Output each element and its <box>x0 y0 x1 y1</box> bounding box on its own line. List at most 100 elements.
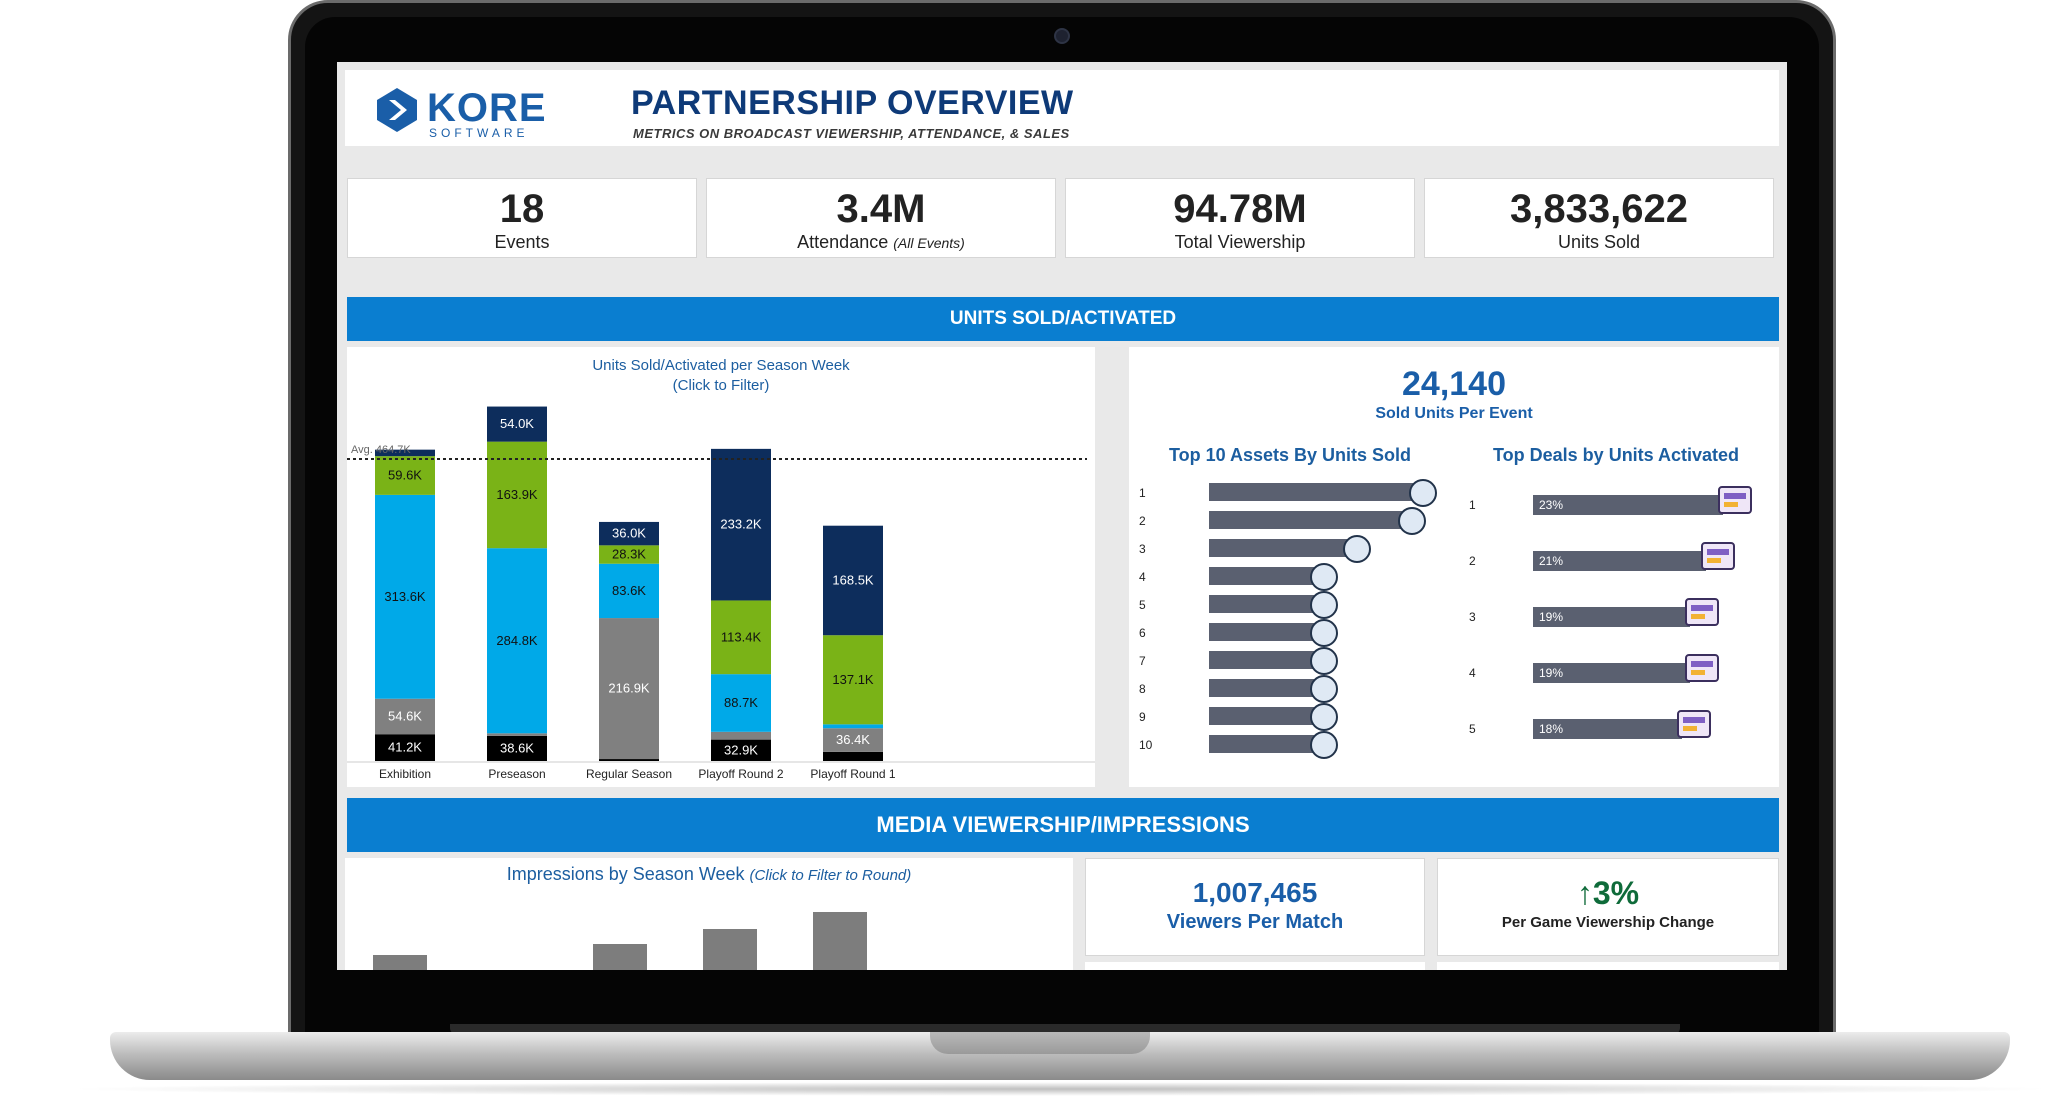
kpi-label: Units Sold <box>1557 232 1641 252</box>
bar-segment[interactable] <box>711 739 771 761</box>
laptop-notch <box>930 1032 1150 1054</box>
bar-value-label: 168.5K <box>832 572 874 587</box>
deal-percent: 23% <box>1539 498 1564 512</box>
card-placeholder <box>1085 962 1425 970</box>
impressions-bar[interactable] <box>703 929 757 970</box>
bar-segment[interactable] <box>711 448 771 601</box>
asset-rank: 9 <box>1139 710 1146 724</box>
bar-segment[interactable] <box>375 456 435 495</box>
email-icon <box>1698 539 1738 575</box>
bar-segment[interactable] <box>375 698 435 735</box>
bar-segment[interactable] <box>375 449 435 457</box>
bar-segment[interactable] <box>375 494 435 699</box>
section-media-banner: MEDIA VIEWERSHIP/IMPRESSIONS <box>347 798 1779 852</box>
bar-value-label: 59.6K <box>388 468 422 483</box>
deal-bar[interactable]: 19% <box>1533 607 1690 627</box>
bar-value-label: 36.0K <box>612 526 646 541</box>
change-value: 3% <box>1592 875 1640 911</box>
category-label: Playoff Round 1 <box>810 767 895 781</box>
asset-rank: 4 <box>1139 570 1146 584</box>
bar-segment[interactable] <box>711 731 771 740</box>
bar-value-label: 233.2K <box>720 517 762 532</box>
bar-segment[interactable] <box>487 548 547 734</box>
bar-segment[interactable] <box>487 733 547 736</box>
bar-segment[interactable] <box>823 728 883 752</box>
asset-bar[interactable] <box>1209 735 1330 753</box>
impressions-bar[interactable] <box>593 944 647 970</box>
bar-segment[interactable] <box>599 563 659 619</box>
units-chart-title: Units Sold/Activated per Season Week <box>592 357 850 374</box>
bar-value-label: 54.0K <box>500 416 534 431</box>
bar-value-label: 83.6K <box>612 583 646 598</box>
deal-bar[interactable]: 21% <box>1533 551 1706 571</box>
bar-value-label: 113.4K <box>721 629 762 644</box>
deal-bar[interactable]: 23% <box>1533 495 1723 515</box>
video-icon <box>1310 563 1338 591</box>
asset-rank: 5 <box>1139 598 1146 612</box>
kpi-attendance: 3.4M Attendance (All Events) <box>706 178 1056 258</box>
asset-bar[interactable] <box>1209 539 1363 557</box>
kpi-value: 3.4M <box>836 187 926 231</box>
kpi-value: 18 <box>499 187 545 231</box>
laptop-hinge <box>450 1024 1680 1034</box>
search-icon <box>1343 535 1371 563</box>
bar-value-label: 38.6K <box>500 740 534 755</box>
asset-rank: 7 <box>1139 654 1146 668</box>
asset-bar[interactable] <box>1209 679 1330 697</box>
bar-value-label: 54.6K <box>388 708 422 723</box>
kpi-label: Attendance (All Events) <box>797 232 965 252</box>
bar-segment[interactable] <box>487 735 547 761</box>
dashboard-header: KORE SOFTWARE PARTNERSHIP OVERVIEW METRI… <box>345 70 1779 146</box>
viewers-value: 1,007,465 <box>1192 877 1318 908</box>
impressions-bar[interactable] <box>813 912 867 970</box>
logo-subword: SOFTWARE <box>429 126 529 140</box>
bar-segment[interactable] <box>599 521 659 546</box>
bar-segment[interactable] <box>599 545 659 564</box>
bar-segment[interactable] <box>711 674 771 732</box>
dashboard-screen: KORE SOFTWARE PARTNERSHIP OVERVIEW METRI… <box>337 62 1787 970</box>
logo-word: KORE <box>427 86 547 130</box>
bar-segment[interactable] <box>823 724 883 729</box>
category-label: Playoff Round 2 <box>698 767 783 781</box>
bar-segment[interactable] <box>599 618 659 760</box>
viewership-change-card: ↑3% Per Game Viewership Change <box>1437 858 1779 956</box>
video-icon <box>1310 647 1338 675</box>
bar-value-label: 41.2K <box>388 740 422 755</box>
impressions-chart-panel[interactable]: Impressions by Season Week (Click to Fil… <box>345 858 1073 970</box>
kpi-events: 18 Events <box>347 178 697 258</box>
change-value-row: ↑3% <box>1438 875 1778 912</box>
video-icon <box>1310 619 1338 647</box>
asset-bar[interactable] <box>1209 567 1330 585</box>
bar-segment[interactable] <box>487 406 547 442</box>
bar-segment[interactable] <box>711 600 771 675</box>
kpi-note: (All Events) <box>893 235 965 251</box>
asset-bar[interactable] <box>1209 483 1429 501</box>
category-label: Preseason <box>488 767 545 781</box>
camera-icon <box>1054 28 1070 44</box>
bar-segment[interactable] <box>823 751 883 761</box>
section-units-banner: UNITS SOLD/ACTIVATED <box>347 297 1779 341</box>
person-icon <box>1310 675 1338 703</box>
bar-segment[interactable] <box>823 525 883 636</box>
asset-rank: 1 <box>1139 486 1146 500</box>
bar-segment[interactable] <box>823 635 883 725</box>
deal-bar[interactable]: 18% <box>1533 719 1682 739</box>
asset-bar[interactable] <box>1209 595 1330 613</box>
bar-segment[interactable] <box>375 734 435 761</box>
bar-value-label: 284.8K <box>496 633 538 648</box>
deal-rank: 1 <box>1469 498 1476 512</box>
dashboard-icon <box>1715 483 1755 519</box>
asset-bar[interactable] <box>1209 511 1418 529</box>
units-stacked-bar-chart[interactable]: 41.2K 54.6K 313.6K 59.6K Exhibition 38.6K 284.… <box>347 347 1095 787</box>
asset-bar[interactable] <box>1209 651 1330 669</box>
bar-segment[interactable] <box>599 759 659 761</box>
asset-bar[interactable] <box>1209 623 1330 641</box>
deal-bar[interactable]: 19% <box>1533 663 1690 683</box>
units-chart-panel[interactable]: Units Sold/Activated per Season Week (Cl… <box>347 347 1095 787</box>
impressions-title: Impressions by Season Week (Click to Fil… <box>506 864 912 884</box>
impressions-bar[interactable] <box>373 955 427 970</box>
impressions-note: (Click to Filter to Round) <box>749 867 912 884</box>
asset-bar[interactable] <box>1209 707 1330 725</box>
deal-percent: 19% <box>1539 666 1564 680</box>
people-icon <box>1398 507 1426 535</box>
